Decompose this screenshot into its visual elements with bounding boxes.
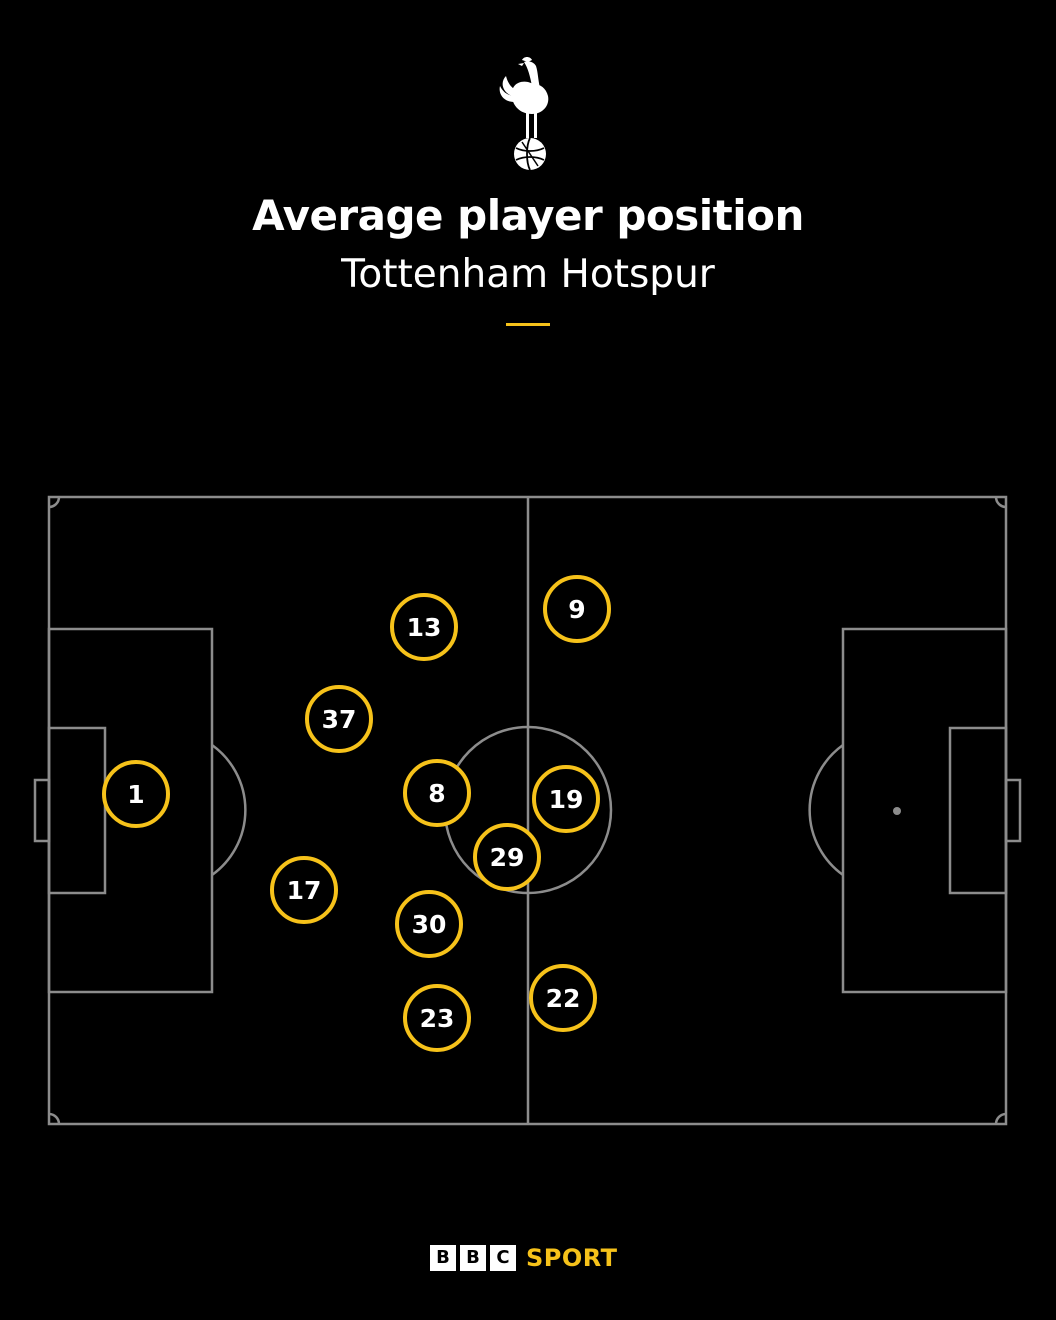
player-number: 22 [546,984,581,1013]
right-six-yard-box [948,726,1008,895]
left-penalty-arc [211,743,247,877]
player-marker: 13 [390,593,458,661]
right-goal [1004,778,1022,843]
player-number: 8 [428,779,445,808]
player-marker: 1 [102,760,170,828]
bbc-sport-logo: B B C SPORT [430,1244,618,1272]
player-number: 37 [322,705,357,734]
player-number: 30 [412,910,447,939]
right-penalty-spot [893,807,901,815]
corner-arc [994,1112,1007,1125]
player-number: 29 [490,843,525,872]
bbc-logo-block: C [490,1245,516,1271]
team-subtitle: Tottenham Hotspur [341,252,715,297]
player-marker: 9 [543,575,611,643]
club-crest-icon [499,57,549,171]
player-marker: 19 [532,765,600,833]
corner-arc [994,496,1007,509]
title-divider [506,323,550,326]
player-number: 23 [420,1004,455,1033]
corner-arc [48,496,61,509]
player-number: 1 [127,780,144,809]
player-marker: 30 [395,890,463,958]
corner-arc [48,1112,61,1125]
player-number: 17 [287,876,322,905]
sport-wordmark: SPORT [526,1244,618,1272]
player-marker: 29 [473,823,541,891]
bbc-logo-block: B [460,1245,486,1271]
bbc-logo-block: B [430,1245,456,1271]
chart-title: Average player position [252,191,804,240]
player-marker: 8 [403,759,471,827]
player-marker: 17 [270,856,338,924]
player-marker: 22 [529,964,597,1032]
player-number: 9 [568,595,585,624]
player-marker: 37 [305,685,373,753]
right-penalty-area [841,627,1008,994]
player-number: 19 [549,785,584,814]
left-goal [33,778,51,843]
player-marker: 23 [403,984,471,1052]
player-number: 13 [407,613,442,642]
left-six-yard-box [47,726,107,895]
right-penalty-arc [808,743,844,877]
